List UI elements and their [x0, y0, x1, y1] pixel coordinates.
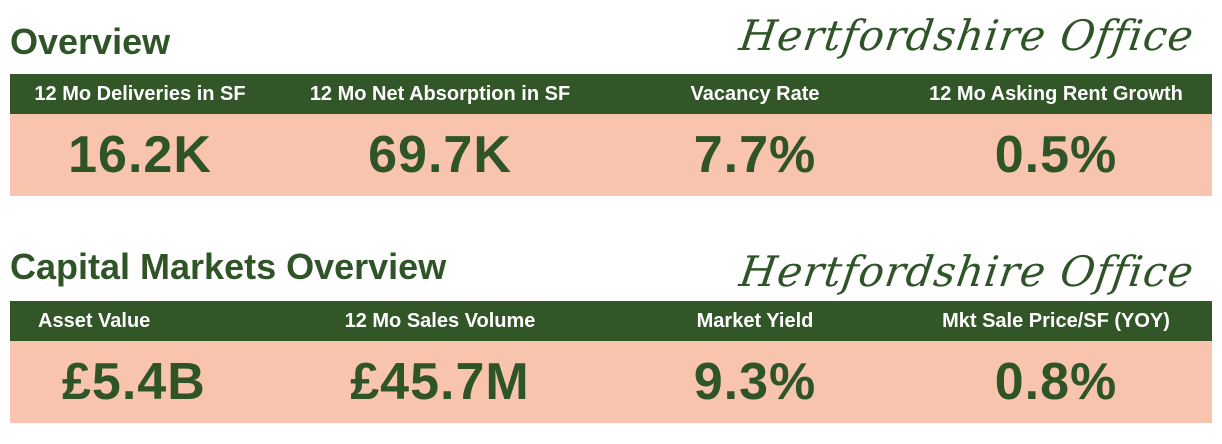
net-absorption-label: 12 Mo Net Absorption in SF	[309, 82, 571, 105]
metric-label-cell: Market Yield	[610, 301, 900, 341]
asset-value-label: Asset Value	[38, 309, 151, 332]
sale-price-growth-value: 0.8%	[994, 353, 1118, 411]
metric-label-cell: Vacancy Rate	[610, 74, 900, 114]
sales-volume-label: 12 Mo Sales Volume	[344, 309, 536, 332]
metric-label-cell: 12 Mo Deliveries in SF	[10, 74, 270, 114]
capital-markets-value-bar: £5.4B £45.7M 9.3% 0.8%	[10, 341, 1212, 423]
metric-label-cell: Mkt Sale Price/SF (YOY)	[900, 301, 1212, 341]
metric-value-cell: 16.2K	[10, 114, 270, 196]
metric-value-cell: 0.8%	[900, 341, 1212, 423]
market-yield-value: 9.3%	[693, 353, 817, 411]
net-absorption-value: 69.7K	[368, 126, 512, 184]
metric-value-cell: 9.3%	[610, 341, 900, 423]
overview-header-bar: 12 Mo Deliveries in SF 12 Mo Net Absorpt…	[10, 74, 1212, 114]
asking-rent-growth-label: 12 Mo Asking Rent Growth	[929, 82, 1183, 105]
market-yield-label: Market Yield	[696, 309, 814, 332]
deliveries-label: 12 Mo Deliveries in SF	[34, 82, 246, 105]
metric-value-cell: 69.7K	[270, 114, 610, 196]
sale-price-growth-label: Mkt Sale Price/SF (YOY)	[942, 309, 1170, 332]
metric-label-cell: 12 Mo Asking Rent Growth	[900, 74, 1212, 114]
brand-script-title: Hertfordshire Office	[736, 247, 1198, 296]
metric-label-cell: 12 Mo Sales Volume	[270, 301, 610, 341]
overview-value-bar: 16.2K 69.7K 7.7% 0.5%	[10, 114, 1212, 196]
asset-value-value: £5.4B	[62, 353, 206, 411]
sales-volume-value: £45.7M	[350, 353, 530, 411]
vacancy-rate-label: Vacancy Rate	[690, 82, 820, 105]
overview-title: Overview	[10, 21, 171, 62]
metric-value-cell: 0.5%	[900, 114, 1212, 196]
asking-rent-growth-value: 0.5%	[994, 126, 1118, 184]
metric-label-cell: Asset Value	[10, 301, 270, 341]
capital-markets-header-bar: Asset Value 12 Mo Sales Volume Market Yi…	[10, 301, 1212, 341]
metric-value-cell: £5.4B	[10, 341, 270, 423]
metric-value-cell: £45.7M	[270, 341, 610, 423]
brand-script-title: Hertfordshire Office	[736, 11, 1198, 60]
capital-markets-title: Capital Markets Overview	[10, 246, 447, 287]
metric-label-cell: 12 Mo Net Absorption in SF	[270, 74, 610, 114]
deliveries-value: 16.2K	[68, 126, 212, 184]
metric-value-cell: 7.7%	[610, 114, 900, 196]
vacancy-rate-value: 7.7%	[693, 126, 817, 184]
